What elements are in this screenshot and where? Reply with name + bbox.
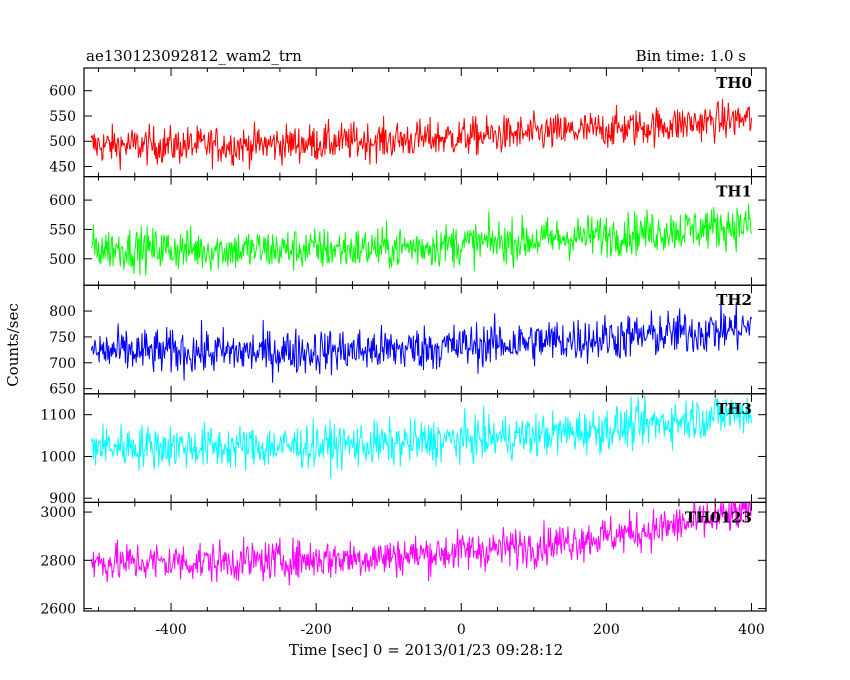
y-tick-label: 500 <box>49 252 76 268</box>
panel-label-th0: TH0 <box>716 74 752 92</box>
y-tick-label: 1100 <box>40 408 76 424</box>
x-tick-label: 0 <box>457 622 466 638</box>
x-axis-label: Time [sec] 0 = 2013/01/23 09:28:12 <box>289 641 563 659</box>
panel-th2: 650 700 750 800 TH2 <box>49 284 767 398</box>
y-tick-label: 700 <box>49 356 76 372</box>
x-tick-label: 200 <box>593 622 620 638</box>
y-tick-label: 600 <box>49 193 76 209</box>
series-line-th0123 <box>90 502 752 586</box>
panel-th0: 450 500 550 600 TH0 <box>49 67 767 178</box>
series-line-th1 <box>90 203 752 276</box>
y-tick-label: 450 <box>49 159 76 175</box>
y-tick-label: 500 <box>49 134 76 150</box>
y-tick-label: 750 <box>49 330 76 346</box>
series-line-th2 <box>90 299 752 383</box>
y-tick-label: 550 <box>49 222 76 238</box>
y-tick-label: 900 <box>49 491 76 507</box>
x-tick-label: -400 <box>155 622 186 638</box>
y-tick-label: 2600 <box>40 602 76 618</box>
y-tick-label: 650 <box>49 382 76 398</box>
series-line-th3 <box>90 395 752 479</box>
series-line-th0 <box>90 99 752 171</box>
panel-label-th2: TH2 <box>716 291 752 309</box>
panel-frame <box>83 67 767 178</box>
x-tick-label: 400 <box>738 622 765 638</box>
chart-title: ae130123092812_wam2_trn <box>86 47 302 65</box>
bin-time-label: Bin time: 1.0 s <box>636 47 746 65</box>
y-tick-label: 1000 <box>40 449 76 465</box>
panel-label-th3: TH3 <box>716 400 752 418</box>
panel-frame <box>83 393 767 503</box>
y-tick-label: 800 <box>49 304 76 320</box>
y-axis-label: Counts/sec <box>4 303 22 387</box>
y-tick-label: 3000 <box>40 505 76 521</box>
x-tick-label: -200 <box>300 622 331 638</box>
panel-th1: 500 550 600 TH1 <box>49 176 767 286</box>
panel-label-th1: TH1 <box>716 183 752 201</box>
y-tick-label: 550 <box>49 109 76 125</box>
panel-th0123: 2600 2800 3000 TH0123 <box>40 501 767 618</box>
panel-frame <box>83 176 767 286</box>
panels-group: 450 500 550 600 TH0 500 550 600 TH1 650 700 750 800 T… <box>40 67 767 638</box>
panel-label-th0123: TH0123 <box>685 508 752 526</box>
y-tick-label: 600 <box>49 84 76 100</box>
y-tick-label: 2800 <box>40 553 76 569</box>
panel-th3: 900 1000 1100 TH3 <box>40 393 767 507</box>
